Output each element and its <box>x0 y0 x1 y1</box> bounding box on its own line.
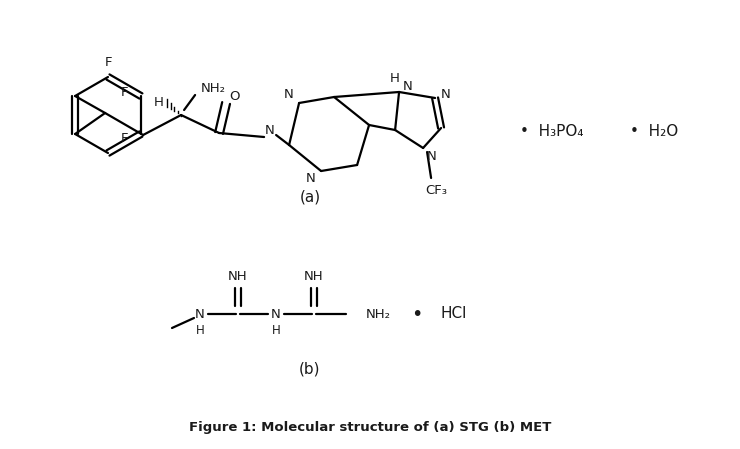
Text: (b): (b) <box>299 361 320 377</box>
Text: •: • <box>411 304 423 323</box>
Text: O: O <box>229 91 239 104</box>
Text: N: N <box>284 88 294 101</box>
Text: F: F <box>121 85 129 98</box>
Text: •  H₂O: • H₂O <box>630 123 679 138</box>
Text: N: N <box>195 308 205 321</box>
Text: NH₂: NH₂ <box>366 308 391 321</box>
Text: N: N <box>441 88 451 101</box>
Text: N: N <box>306 172 316 185</box>
Text: H: H <box>154 97 164 110</box>
Text: •  H₃PO₄: • H₃PO₄ <box>520 123 584 138</box>
Text: (a): (a) <box>300 189 320 204</box>
Text: F: F <box>121 132 129 145</box>
Text: H: H <box>390 71 400 84</box>
Text: HCl: HCl <box>440 307 466 321</box>
Text: N: N <box>265 123 275 136</box>
Text: N: N <box>271 308 281 321</box>
Text: N: N <box>427 150 437 163</box>
Text: Figure 1: Molecular structure of (a) STG (b) MET: Figure 1: Molecular structure of (a) STG… <box>189 421 551 433</box>
Text: H: H <box>272 323 280 336</box>
Text: H: H <box>195 323 204 336</box>
Text: F: F <box>104 57 112 70</box>
Text: CF₃: CF₃ <box>425 184 447 197</box>
Text: N: N <box>403 80 413 93</box>
Text: NH₂: NH₂ <box>201 83 226 96</box>
Text: NH: NH <box>304 269 324 282</box>
Text: NH: NH <box>228 269 248 282</box>
